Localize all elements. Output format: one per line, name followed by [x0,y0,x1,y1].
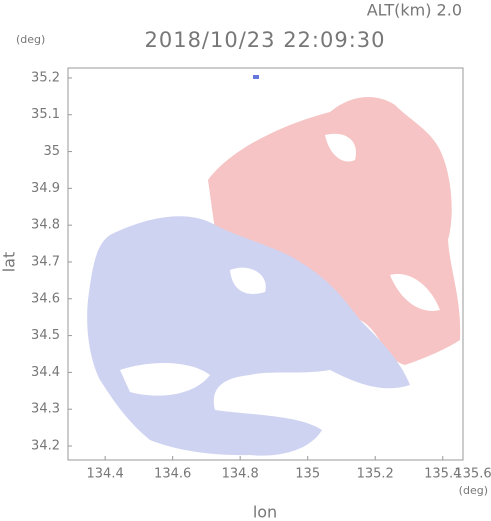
y-tick-label: 34.4 [31,365,60,380]
x-tick-label: 135.6 [454,467,491,482]
plot-frame [67,67,464,461]
y-tick-label: 34.7 [31,254,60,269]
y-tick-label: 34.5 [31,328,60,343]
y-unit: (deg) [16,33,45,46]
x-tick-label: 134.4 [87,467,124,482]
y-axis-label: lat [0,252,19,273]
y-tick-label: 35.2 [31,70,60,85]
x-unit: (deg) [459,484,488,497]
y-tick-label: 35 [43,144,60,159]
x-tick-label: 135.4 [424,467,461,482]
y-tick-label: 34.3 [31,402,60,417]
y-tick-label: 34.8 [31,218,60,233]
x-tick-label: 134.8 [222,467,259,482]
y-tick-label: 34.6 [31,291,60,306]
altitude-label: ALT(km) 2.0 [367,1,462,20]
y-tick-label: 34.9 [31,181,60,196]
y-tick-label: 35.1 [31,107,60,122]
x-tick-label: 135 [295,467,320,482]
radar-field [87,75,461,456]
x-axis-label: lon [253,503,277,521]
x-tick-label: 135.2 [357,467,394,482]
x-tick-label: 134.6 [154,467,191,482]
y-tick-label: 34.2 [31,439,60,454]
chart-title: 2018/10/23 22:09:30 [144,28,385,52]
